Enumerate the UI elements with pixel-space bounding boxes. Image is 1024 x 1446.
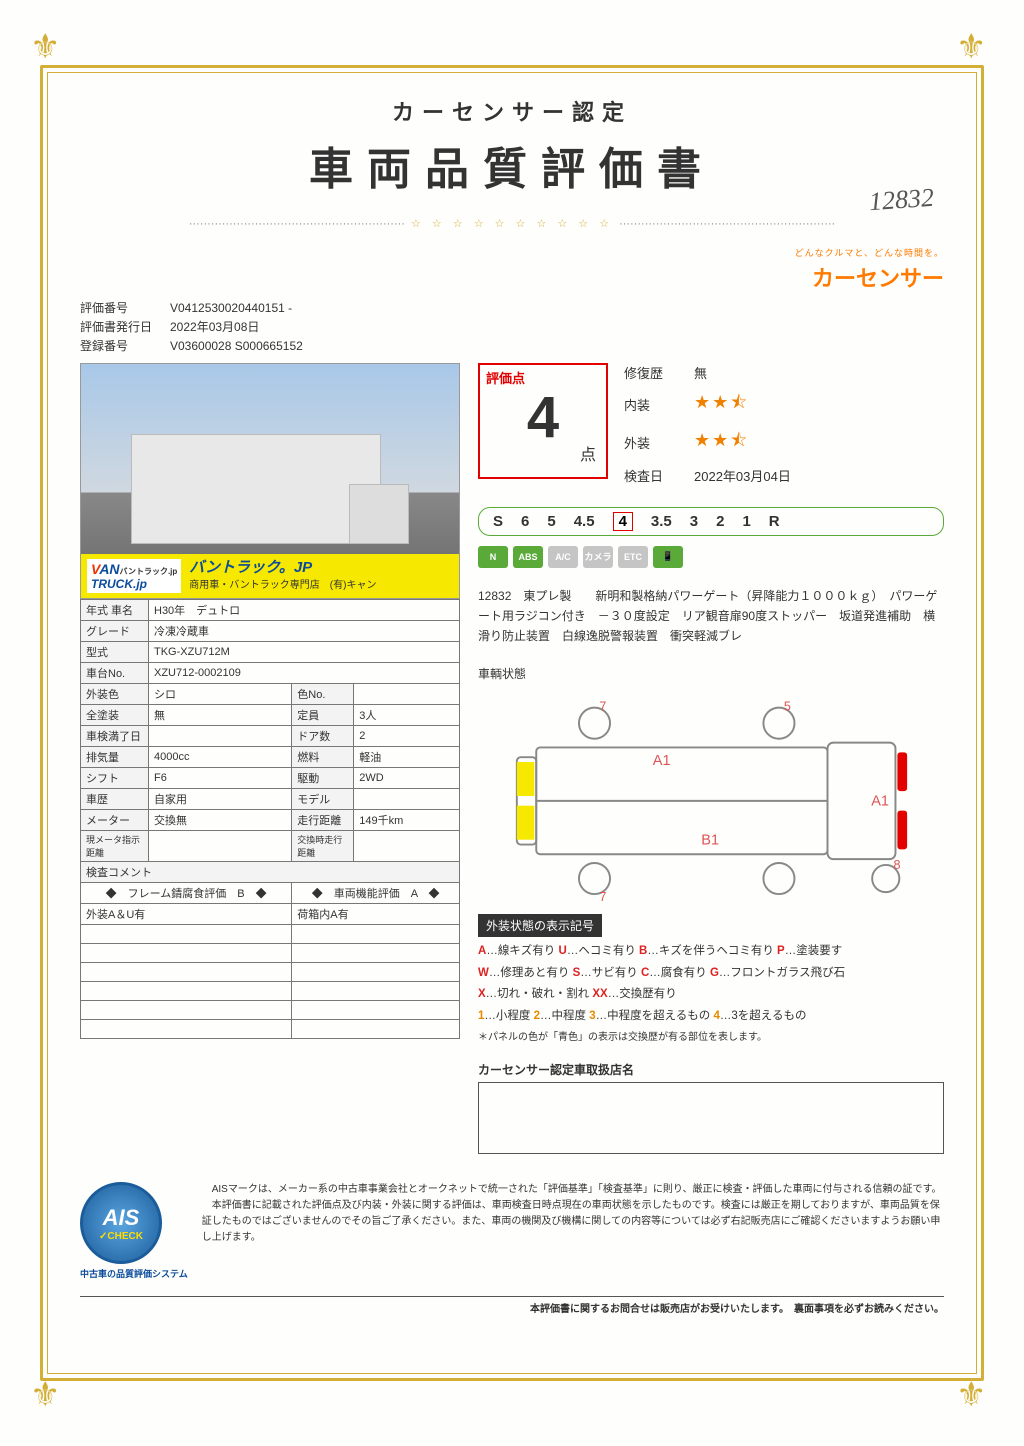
svg-text:7: 7 [599, 890, 606, 904]
feature-icon: ETC [618, 546, 648, 568]
brand-logo: カーセンサー [812, 266, 944, 291]
feature-icon: A/C [548, 546, 578, 568]
dealer-box [478, 1082, 944, 1154]
svg-text:7: 7 [599, 699, 606, 713]
corner-ornament: ⚜ [956, 1378, 994, 1416]
banner-sub: 商用車・バントラック専門店 (有)キャン [189, 576, 376, 591]
certificate-header: カーセンサー認定 車両品質評価書 [80, 95, 944, 197]
right-column: 評価点 4 点 修復歴無 内装★★⯪ 外装★★⯪ 検査日2022年03月04日 … [478, 363, 944, 1155]
eval-no: V0412530020440151 - [170, 301, 292, 315]
legend-body: A…線キズ有り U…ヘコミ有り B…キズを伴うヘコミ有り P…塗装要す W…修理… [478, 941, 944, 1047]
feature-icon: 📱 [653, 546, 683, 568]
legend-header: 外装状態の表示記号 [478, 914, 602, 937]
certificate-page: ⚜ ⚜ ⚜ ⚜ カーセンサー認定 車両品質評価書 12832 ☆ ☆ ☆ ☆ ☆… [0, 0, 1024, 1446]
dealer-title: カーセンサー認定車取扱店名 [478, 1061, 944, 1078]
score-value: 4 [480, 389, 606, 447]
feature-icons: NABSA/CカメラETC📱 [478, 546, 944, 568]
reg-no: V03600028 S000665152 [170, 339, 303, 353]
cert-title: 車両品質評価書 [80, 133, 944, 197]
corner-ornament: ⚜ [30, 1378, 68, 1416]
vehicle-diagram: A1 A1 B1 7 5 7 8 [478, 686, 944, 906]
vehicle-photo: VANバントラック.jp TRUCK.jp バントラック。JP 商用車・バントラ… [80, 363, 460, 599]
brand-tagline: どんなクルマと、どんな時間を。 [80, 246, 944, 259]
handwritten-number: 12832 [868, 183, 935, 217]
grade-scale: S654.543.5321R [478, 507, 944, 536]
spec-table: 年式 車名H30年 デュトロ グレード冷凍冷蔵車 型式TKG-XZU712M 車… [80, 599, 460, 1039]
photo-banner: VANバントラック.jp TRUCK.jp バントラック。JP 商用車・バントラ… [81, 554, 459, 598]
banner-main: バントラック。JP [189, 560, 376, 577]
reg-no-label: 登録番号 [80, 337, 170, 356]
brand-block: どんなクルマと、どんな時間を。 カーセンサー [80, 246, 944, 293]
rating-grid: 修復歴無 内装★★⯪ 外装★★⯪ 検査日2022年03月04日 [624, 363, 944, 493]
footer-note: 本評価書に関するお問合せは販売店がお受けいたします。 裏面事項を必ずお読みくださ… [80, 1296, 944, 1315]
star-divider: ☆ ☆ ☆ ☆ ☆ ☆ ☆ ☆ ☆ ☆ [80, 217, 944, 230]
svg-text:B1: B1 [701, 832, 719, 848]
eval-no-label: 評価番号 [80, 299, 170, 318]
svg-text:5: 5 [784, 699, 791, 713]
score-box: 評価点 4 点 [478, 363, 608, 479]
bottom-row: AIS ✓CHECK 中古車の品質評価システム AISマークは、メーカー系の中古… [80, 1182, 944, 1280]
issue-date-label: 評価書発行日 [80, 318, 170, 337]
vantruck-logo: VANバントラック.jp TRUCK.jp [87, 559, 181, 593]
left-column: VANバントラック.jp TRUCK.jp バントラック。JP 商用車・バントラ… [80, 363, 460, 1039]
svg-text:8: 8 [894, 858, 901, 872]
feature-icon: N [478, 546, 508, 568]
meta-block: 評価番号V0412530020440151 - 評価書発行日2022年03月08… [80, 299, 944, 357]
exterior-stars: ★★⯪ [694, 428, 944, 458]
issue-date: 2022年03月08日 [170, 320, 259, 334]
description-text: 12832 東プレ製 新明和製格納パワーゲート（昇降能力１０００ｋｇ） パワーゲ… [478, 586, 944, 647]
svg-text:A1: A1 [871, 793, 889, 809]
ais-caption: 中古車の品質評価システム [80, 1267, 188, 1280]
ais-badge: AIS ✓CHECK [80, 1182, 162, 1264]
score-label: 評価点 [480, 365, 606, 387]
cert-subtitle: カーセンサー認定 [80, 95, 944, 127]
disclaimer-text: AISマークは、メーカー系の中古車事業会社とオークネットで統一された「評価基準」… [202, 1182, 944, 1246]
feature-icon: カメラ [583, 546, 613, 568]
svg-text:A1: A1 [653, 753, 671, 769]
interior-stars: ★★⯪ [694, 390, 944, 420]
diagram-title: 車輌状態 [478, 665, 944, 682]
ais-badge-block: AIS ✓CHECK 中古車の品質評価システム [80, 1182, 188, 1280]
feature-icon: ABS [513, 546, 543, 568]
score-unit: 点 [580, 441, 596, 465]
